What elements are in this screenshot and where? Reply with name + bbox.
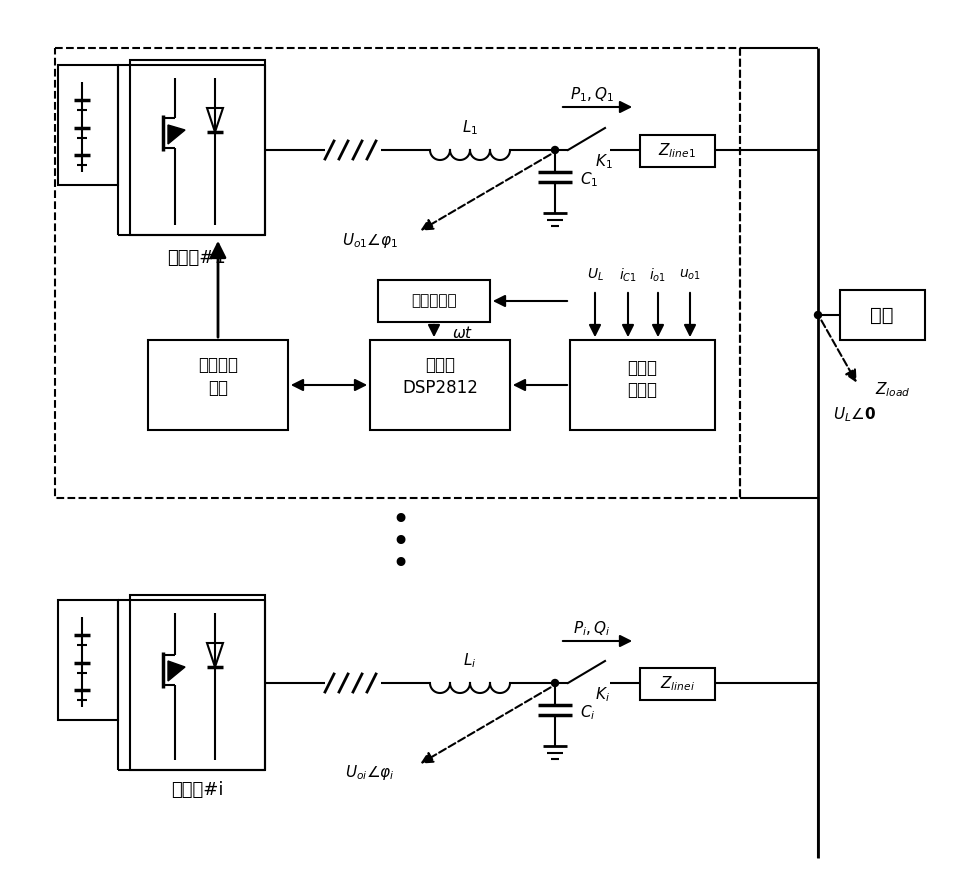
Text: DSP2812: DSP2812 bbox=[402, 379, 478, 397]
Text: $L_1$: $L_1$ bbox=[461, 118, 478, 138]
Circle shape bbox=[551, 680, 558, 686]
Text: 采样调: 采样调 bbox=[627, 359, 656, 377]
Text: $L_i$: $L_i$ bbox=[463, 652, 477, 670]
Bar bbox=[570, 340, 714, 430]
Bar bbox=[148, 340, 287, 430]
Text: $Z_{line1}$: $Z_{line1}$ bbox=[657, 141, 695, 161]
Text: 电路: 电路 bbox=[208, 379, 228, 397]
Polygon shape bbox=[207, 108, 223, 132]
Polygon shape bbox=[207, 643, 223, 667]
Text: 驱动保护: 驱动保护 bbox=[198, 356, 237, 374]
Text: 负荷: 负荷 bbox=[870, 306, 893, 324]
Text: 处理器: 处理器 bbox=[425, 356, 455, 374]
Text: $U_L\angle{\bf 0}$: $U_L\angle{\bf 0}$ bbox=[832, 405, 875, 425]
Text: 锁相环电路: 锁相环电路 bbox=[410, 293, 456, 308]
Text: $i_{o1}$: $i_{o1}$ bbox=[649, 267, 666, 283]
Text: $C_1$: $C_1$ bbox=[579, 170, 598, 189]
Text: $Z_{load}$: $Z_{load}$ bbox=[875, 381, 910, 399]
Bar bbox=[639, 668, 714, 700]
Bar bbox=[370, 340, 509, 430]
Text: •: • bbox=[390, 527, 408, 556]
Bar bbox=[839, 290, 924, 340]
Text: $i_{C1}$: $i_{C1}$ bbox=[619, 267, 636, 283]
Text: $U_{oi}\angle\varphi_i$: $U_{oi}\angle\varphi_i$ bbox=[345, 764, 394, 782]
Polygon shape bbox=[168, 125, 185, 144]
Circle shape bbox=[551, 147, 558, 154]
Bar bbox=[378, 280, 489, 322]
Text: $\omega t$: $\omega t$ bbox=[452, 325, 473, 341]
Text: 逆变器#i: 逆变器#i bbox=[170, 781, 223, 799]
Polygon shape bbox=[168, 661, 185, 681]
Text: •: • bbox=[390, 505, 408, 534]
Text: $P_i,Q_i$: $P_i,Q_i$ bbox=[573, 620, 610, 638]
Text: $U_L$: $U_L$ bbox=[586, 267, 603, 283]
Bar bbox=[58, 600, 118, 720]
Text: $K_1$: $K_1$ bbox=[595, 153, 612, 171]
Text: 理电路: 理电路 bbox=[627, 381, 656, 399]
Bar bbox=[55, 48, 739, 498]
Text: $C_i$: $C_i$ bbox=[579, 704, 595, 722]
Text: •: • bbox=[390, 549, 408, 578]
Bar bbox=[639, 135, 714, 167]
Text: $U_{o1}\angle\varphi_1$: $U_{o1}\angle\varphi_1$ bbox=[341, 230, 398, 250]
Text: $u_{o1}$: $u_{o1}$ bbox=[678, 268, 701, 283]
Bar bbox=[130, 60, 264, 235]
Text: $P_1,Q_1$: $P_1,Q_1$ bbox=[570, 86, 613, 104]
Text: 逆变器#1: 逆变器#1 bbox=[167, 249, 226, 267]
Bar bbox=[58, 65, 118, 185]
Text: $K_i$: $K_i$ bbox=[595, 686, 609, 705]
Text: $Z_{linei}$: $Z_{linei}$ bbox=[659, 675, 694, 693]
Circle shape bbox=[814, 312, 821, 319]
Bar bbox=[130, 595, 264, 770]
